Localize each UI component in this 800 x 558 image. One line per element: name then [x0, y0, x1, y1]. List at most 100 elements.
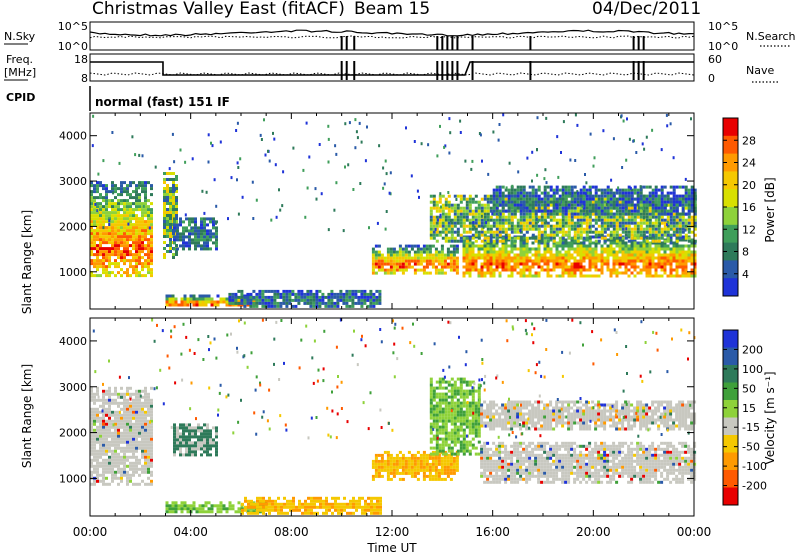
heatmap-cell	[120, 244, 123, 247]
heatmap-cell	[187, 504, 190, 507]
heatmap-cell	[132, 202, 135, 205]
heatmap-cell	[490, 269, 493, 272]
heatmap-cell	[114, 462, 117, 465]
heatmap-cell	[562, 219, 565, 222]
heatmap-cell	[526, 216, 529, 219]
heatmap-cell	[315, 187, 317, 190]
heatmap-cell	[252, 217, 254, 220]
heatmap-cell	[649, 272, 652, 275]
heatmap-cell	[679, 228, 682, 231]
heatmap-cell	[502, 222, 505, 225]
heatmap-cell	[336, 299, 339, 302]
heatmap-cell	[144, 262, 147, 265]
heatmap-cell	[123, 223, 126, 226]
heatmap-cell	[592, 248, 595, 251]
heatmap-cell	[120, 217, 123, 220]
heatmap-cell	[327, 296, 330, 299]
heatmap-cell	[508, 210, 511, 213]
heatmap-cell	[114, 208, 117, 211]
heatmap-cell	[568, 207, 571, 210]
heatmap-cell	[188, 426, 191, 429]
heatmap-cell	[132, 214, 135, 217]
heatmap-cell	[562, 193, 564, 196]
heatmap-cell	[200, 447, 203, 450]
heatmap-cell	[102, 390, 105, 393]
heatmap-cell	[111, 444, 114, 447]
heatmap-cell	[670, 213, 673, 216]
heatmap-cell	[598, 195, 601, 198]
heatmap-cell	[237, 296, 240, 299]
heatmap-cell	[502, 201, 505, 204]
heatmap-cell	[96, 399, 99, 402]
heatmap-cell	[592, 251, 595, 254]
heatmap-cell	[625, 251, 628, 254]
heatmap-cell	[676, 216, 679, 219]
heatmap-cell	[631, 222, 634, 225]
heatmap-cell	[408, 257, 411, 260]
heatmap-cell	[114, 429, 117, 432]
heatmap-cell	[589, 260, 592, 263]
heatmap-cell	[188, 438, 191, 441]
heatmap-cell	[691, 251, 694, 254]
heatmap-cell	[553, 266, 556, 269]
heatmap-cell	[372, 305, 375, 308]
heatmap-cell	[532, 242, 535, 245]
heatmap-cell	[640, 254, 643, 257]
heatmap-cell	[279, 296, 282, 299]
heatmap-cell	[563, 120, 565, 123]
heatmap-cell	[538, 260, 541, 263]
heatmap-cell	[426, 260, 429, 263]
heatmap-cell	[550, 213, 553, 216]
heatmap-cell	[93, 217, 96, 220]
heatmap-cell	[102, 205, 105, 208]
heatmap-cell	[175, 501, 178, 504]
heatmap-cell	[333, 293, 336, 296]
heatmap-cell	[102, 268, 105, 271]
heatmap-cell	[557, 176, 559, 179]
heatmap-cell	[102, 226, 104, 229]
heatmap-cell	[520, 201, 523, 204]
heatmap-cell	[625, 248, 628, 251]
heatmap-cell	[173, 223, 176, 226]
heatmap-cell	[117, 468, 120, 471]
heatmap-cell	[585, 181, 587, 184]
heatmap-cell	[619, 216, 622, 219]
heatmap-cell	[583, 257, 586, 260]
heatmap-cell	[499, 260, 502, 263]
heatmap-cell	[238, 213, 240, 216]
heatmap-cell	[273, 305, 276, 308]
heatmap-cell	[99, 480, 102, 483]
heatmap-cell	[658, 240, 661, 243]
heatmap-cell	[598, 207, 601, 210]
heatmap-cell	[269, 160, 271, 163]
heatmap-cell	[203, 438, 206, 441]
heatmap-cell	[209, 441, 212, 444]
heatmap-cell	[96, 438, 99, 441]
heatmap-cell	[135, 208, 138, 211]
heatmap-cell	[102, 247, 105, 250]
heatmap-cell	[141, 438, 144, 441]
heatmap-cell	[141, 435, 144, 438]
heatmap-cell	[526, 240, 529, 243]
heatmap-cell	[166, 172, 169, 175]
heatmap-cell	[691, 231, 694, 234]
heatmap-cell	[568, 275, 571, 278]
heatmap-cell	[559, 251, 562, 254]
heatmap-cell	[493, 254, 496, 257]
heatmap-cell	[448, 231, 451, 234]
heatmap-cell	[463, 275, 466, 278]
heatmap-cell	[185, 426, 188, 429]
nsearch-series	[90, 36, 694, 38]
heatmap-cell	[117, 429, 120, 432]
heatmap-cell	[685, 257, 688, 260]
heatmap-cell	[176, 223, 179, 226]
heatmap-cell	[538, 210, 541, 213]
heatmap-cell	[123, 441, 126, 444]
heatmap-cell	[135, 184, 138, 187]
heatmap-cell	[96, 209, 98, 212]
heatmap-cell	[188, 450, 191, 453]
heatmap-cell	[688, 222, 691, 225]
heatmap-cell	[592, 231, 595, 234]
heatmap-cell	[664, 254, 667, 257]
heatmap-cell	[288, 296, 291, 299]
